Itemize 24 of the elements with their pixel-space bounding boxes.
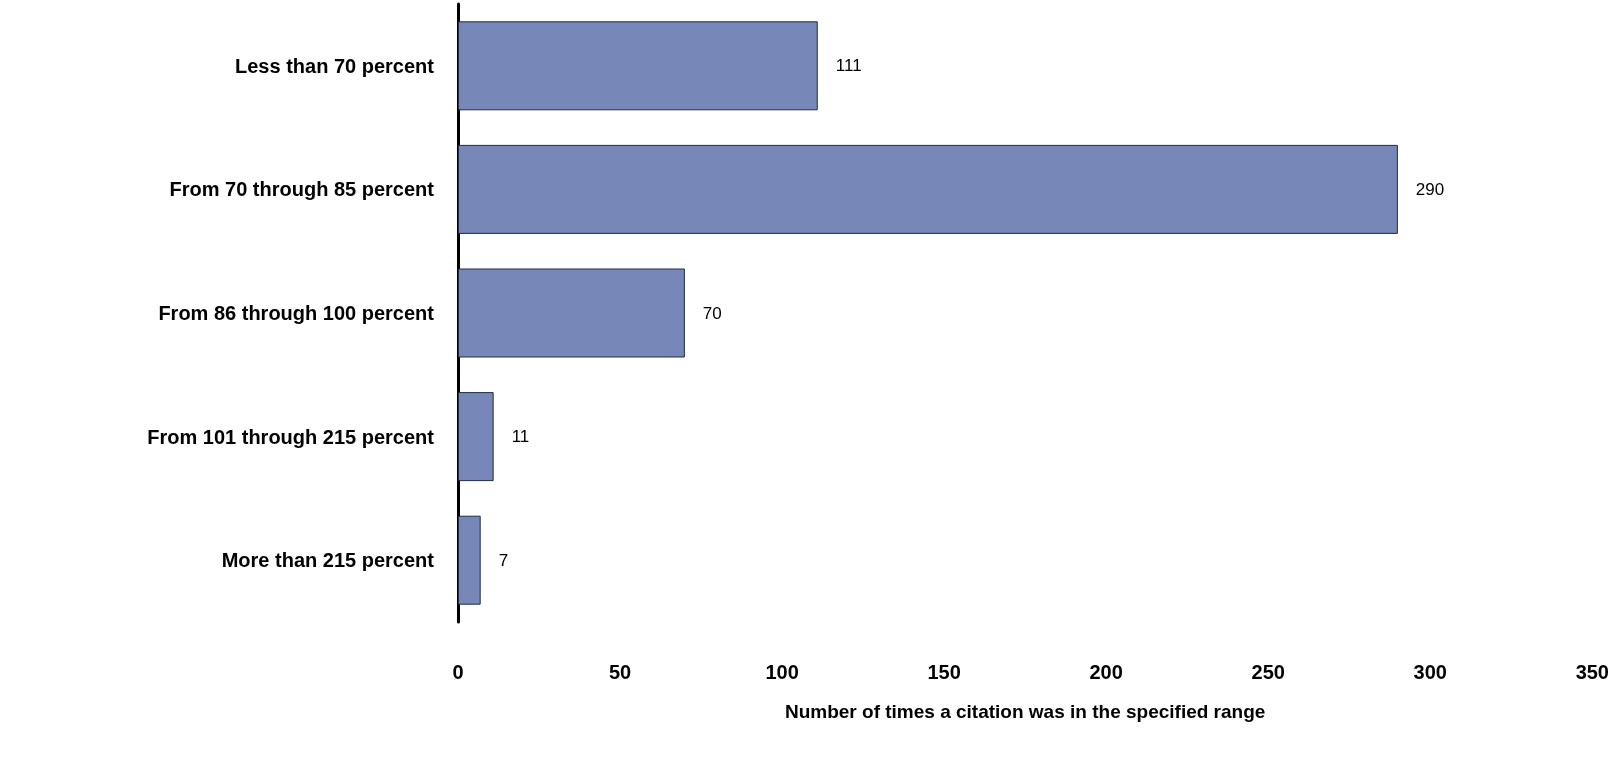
bar (458, 268, 685, 358)
x-tick-label: 50 (608, 661, 632, 683)
y-tick-label: From 86 through 100 percent (158, 302, 435, 324)
bar (458, 392, 494, 482)
bar (458, 144, 1398, 234)
data-label: 111 (835, 56, 862, 76)
y-tick-label: From 101 through 215 percent (147, 425, 435, 448)
y-tick-label: From 70 through 85 percent (169, 178, 435, 201)
data-label: 70 (702, 303, 722, 323)
bar (458, 515, 481, 605)
x-tick-label: 350 (1575, 661, 1609, 683)
bar (458, 21, 818, 111)
data-label: 290 (1415, 179, 1445, 199)
y-tick-label: Less than 70 percent (235, 54, 435, 77)
data-label: 7 (498, 550, 509, 570)
x-tick-label: 300 (1413, 661, 1447, 683)
x-tick-label: 100 (765, 661, 799, 683)
x-tick-label: 250 (1251, 661, 1285, 683)
x-axis-title: Number of times a citation was in the specified range (784, 701, 1266, 722)
y-tick-label: More than 215 percent (221, 549, 435, 572)
data-label: 11 (511, 427, 530, 447)
x-tick-label: 200 (1089, 661, 1123, 683)
x-tick-label: 150 (927, 661, 961, 683)
x-tick-label: 0 (452, 661, 464, 683)
